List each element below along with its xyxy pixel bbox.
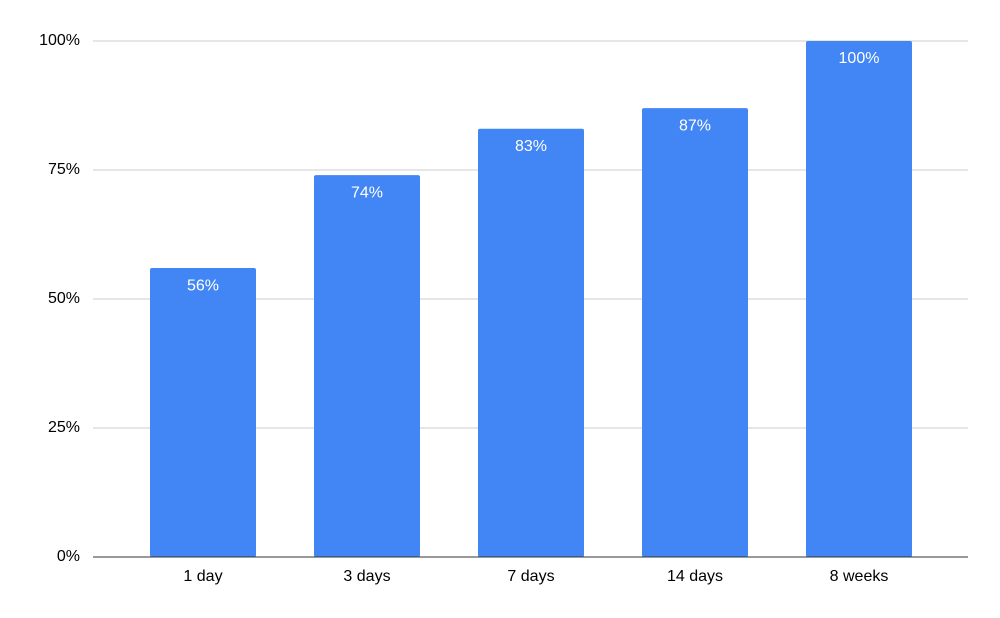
x-tick-label: 7 days [507, 568, 554, 585]
value-label: 100% [839, 50, 880, 67]
y-tick-label: 25% [48, 419, 80, 436]
bar [806, 41, 912, 557]
value-label: 83% [515, 138, 547, 155]
x-tick-label: 14 days [667, 568, 723, 585]
y-tick-label: 100% [39, 32, 80, 49]
bar [642, 108, 748, 557]
bar [150, 268, 256, 557]
y-tick-label: 0% [57, 548, 80, 565]
value-label: 74% [351, 184, 383, 201]
value-label: 56% [187, 277, 219, 294]
bar [314, 175, 420, 557]
x-tick-label: 3 days [343, 568, 390, 585]
x-tick-label: 8 weeks [830, 568, 889, 585]
y-tick-label: 75% [48, 161, 80, 178]
x-tick-label: 1 day [183, 568, 222, 585]
bar [478, 128, 584, 557]
value-label: 87% [679, 117, 711, 134]
y-tick-label: 50% [48, 290, 80, 307]
